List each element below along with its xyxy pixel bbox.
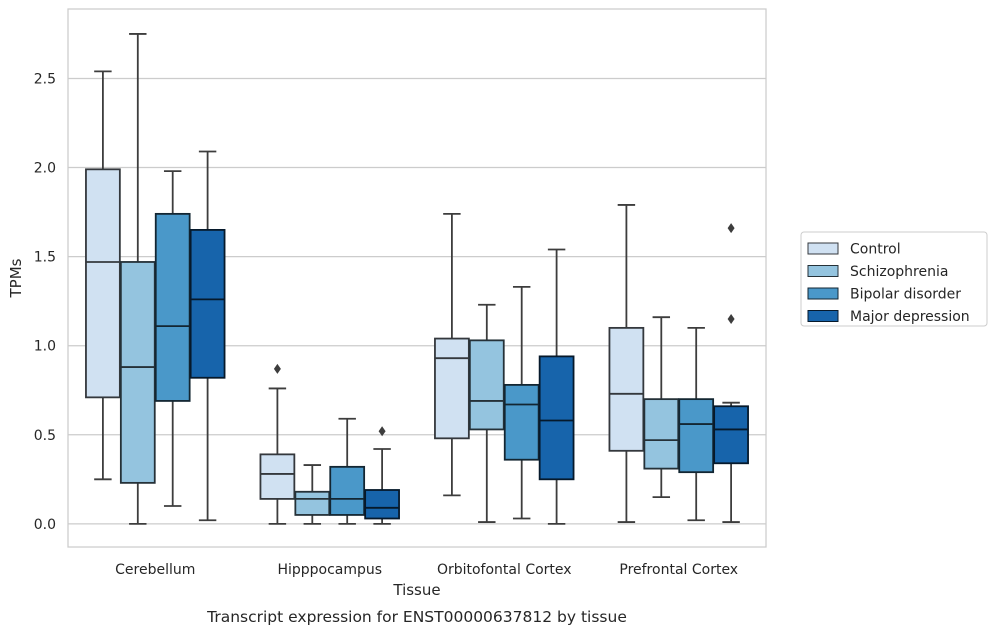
box-control	[259, 363, 296, 525]
box-major-depression	[189, 150, 226, 522]
legend-label: Major depression	[850, 309, 970, 325]
y-tick-label: 1.0	[34, 339, 56, 355]
x-tick-labels: Cerebellum Hipppocampus Orbitofontal Corte…	[115, 562, 738, 578]
x-tick-label: Prefrontal Cortex	[619, 562, 738, 578]
outlier-point	[727, 223, 735, 234]
plot-frame	[67, 8, 767, 548]
box	[294, 490, 331, 516]
box-schizophrenia	[643, 316, 680, 499]
box	[538, 355, 575, 481]
box-major-depression	[538, 248, 575, 525]
box	[678, 398, 715, 474]
legend-label: Bipolar disorder	[850, 287, 961, 303]
box-groups	[85, 33, 749, 525]
x-tick-label: Hipppocampus	[277, 562, 382, 578]
y-tick-label: 2.5	[34, 71, 56, 87]
box	[259, 453, 296, 500]
y-tick-label: 0.5	[34, 428, 56, 444]
box	[189, 229, 226, 379]
legend-swatch	[807, 287, 839, 300]
box	[608, 326, 645, 452]
box-major-depression	[713, 223, 749, 523]
x-tick-label: Cerebellum	[115, 562, 195, 578]
legend-item: Major depression	[807, 309, 970, 325]
outlier-point	[378, 426, 386, 437]
legend-swatch	[807, 310, 839, 322]
box	[119, 261, 156, 484]
x-tick-label: Orbitofontal Cortex	[437, 562, 572, 578]
box-control	[608, 204, 645, 523]
box-control	[85, 70, 121, 481]
legend-swatch	[807, 265, 839, 277]
box-bipolar-disorder	[154, 170, 191, 507]
legend-item: Schizophrenia	[807, 264, 948, 280]
legend: Control Schizophrenia Bipolar disorder Majo…	[800, 231, 988, 327]
box-major-depression	[364, 426, 400, 525]
box-schizophrenia	[294, 464, 331, 525]
box-control	[434, 212, 470, 497]
chart-caption: Transcript expression for ENST0000063781…	[206, 608, 627, 626]
box-schizophrenia	[119, 33, 156, 525]
legend-swatch	[807, 242, 839, 255]
box	[713, 405, 749, 465]
y-tick-label: 0.0	[34, 517, 56, 533]
box	[364, 489, 400, 520]
box	[154, 212, 191, 402]
box	[503, 383, 540, 461]
box	[434, 337, 470, 440]
x-axis-label: Tissue	[392, 581, 440, 599]
box	[468, 339, 505, 431]
legend-label: Control	[850, 242, 901, 258]
y-tick-label: 1.5	[34, 250, 56, 266]
box-bipolar-disorder	[503, 286, 540, 520]
y-tick-labels: 0.0 0.5 1.0 1.5 2.0 2.5	[34, 71, 56, 532]
y-axis-label: TPMs	[7, 258, 25, 298]
box	[643, 398, 680, 470]
legend-label: Schizophrenia	[850, 264, 948, 280]
legend-item: Bipolar disorder	[807, 287, 961, 303]
outlier-point	[273, 363, 281, 374]
box	[85, 168, 121, 399]
box-schizophrenia	[468, 303, 505, 523]
y-tick-label: 2.0	[34, 161, 56, 177]
legend-item: Control	[807, 242, 901, 258]
legend-frame	[800, 231, 988, 327]
box-bipolar-disorder	[329, 417, 366, 525]
box-bipolar-disorder	[678, 326, 715, 522]
outlier-point	[727, 313, 735, 324]
box	[329, 465, 366, 516]
